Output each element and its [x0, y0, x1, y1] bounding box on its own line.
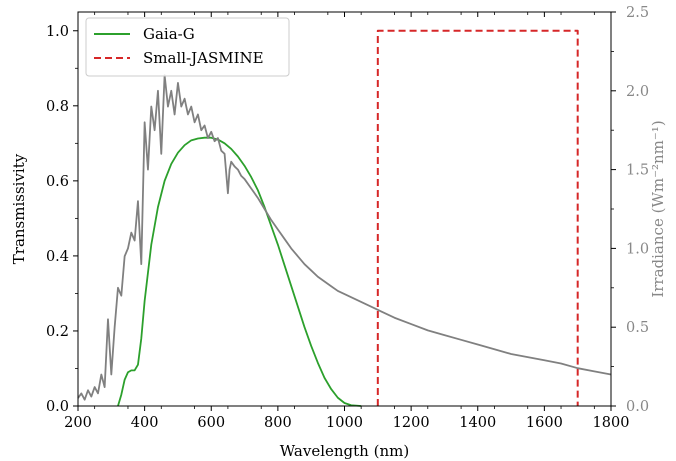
series-line-gaia-g — [117, 136, 362, 407]
ticks-layer: 200 400 600 800 1000 1200 1400 1600 18000.00.20.… — [46, 5, 649, 431]
y-tick-label: 0.0 — [46, 399, 69, 415]
y2-tick-label: 2.5 — [626, 5, 649, 21]
y2-tick-label: 0.5 — [626, 320, 649, 336]
series-layer — [77, 29, 612, 407]
y-tick-label: 0.6 — [46, 174, 69, 190]
x-tick-label: 200 — [64, 415, 92, 431]
y-tick-label: 0.8 — [46, 99, 69, 115]
x-tick-label: 1000 — [326, 415, 363, 431]
x-tick-label: 1400 — [459, 415, 496, 431]
y2-axis-label: Irradiance (Wm⁻²nm⁻¹) — [649, 120, 667, 297]
x-tick-label: 600 — [197, 415, 225, 431]
x-tick-label: 1600 — [526, 415, 563, 431]
y-axis-label: Transmissivity — [10, 153, 28, 264]
y2-tick-label: 0.0 — [626, 399, 649, 415]
legend: Gaia-G Small-JASMINE — [85, 17, 290, 77]
y-tick-label: 0.2 — [46, 324, 69, 340]
legend-label: Small-JASMINE — [143, 49, 264, 67]
y2-tick-label: 2.0 — [626, 84, 649, 100]
legend-box — [85, 17, 290, 77]
y2-tick-label: 1.0 — [626, 241, 649, 257]
legend-label: Gaia-G — [143, 25, 195, 43]
x-tick-label: 1800 — [593, 415, 630, 431]
y2-tick-label: 1.5 — [626, 163, 649, 179]
x-axis-label: Wavelength (nm) — [280, 442, 409, 460]
x-tick-label: 1200 — [393, 415, 430, 431]
x-tick-label: 800 — [264, 415, 292, 431]
series-line-small-jasmine — [376, 29, 579, 406]
x-tick-label: 400 — [131, 415, 159, 431]
y-tick-label: 1.0 — [46, 24, 69, 40]
y-tick-label: 0.4 — [46, 249, 69, 265]
series-line-irradiance — [77, 74, 612, 401]
